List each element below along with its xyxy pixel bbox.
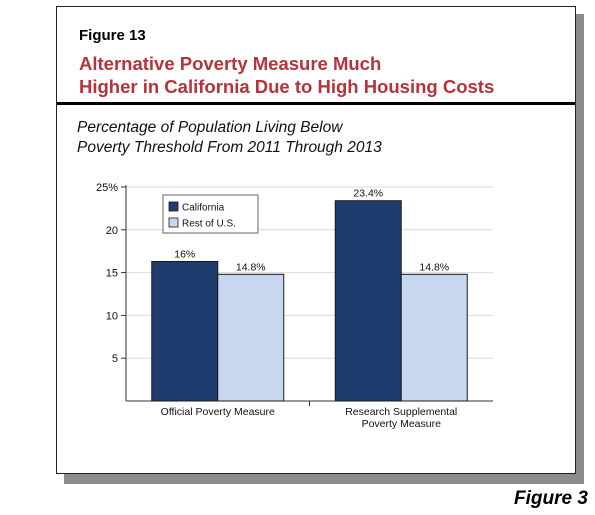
x-category-label: Poverty Measure [362, 418, 442, 430]
y-tick-label: 20 [106, 225, 118, 237]
bar-data-label: 16% [174, 248, 195, 260]
y-tick-label: 10 [106, 310, 118, 322]
chart-subtitle-line-1: Percentage of Population Living Below [77, 119, 343, 136]
y-tick-label: 5 [112, 353, 118, 365]
chart-subtitle-line-2: Poverty Threshold From 2011 Through 2013 [77, 139, 382, 156]
chart-subtitle: Percentage of Population Living Below Po… [77, 118, 382, 158]
title-divider [57, 102, 575, 105]
chart-title-line-1: Alternative Poverty Measure Much [79, 53, 382, 74]
x-category-label: Official Poverty Measure [161, 406, 275, 418]
figure-label: Figure 13 [79, 27, 146, 44]
y-tick-label: 15 [106, 268, 118, 280]
bar-rest-of-us [400, 273, 468, 402]
legend-label: California [182, 203, 225, 214]
bar-california [334, 200, 402, 402]
chart-title-line-2: Higher in California Due to High Housing… [79, 76, 495, 97]
legend-box [162, 194, 259, 234]
y-tick-label: 25% [96, 182, 118, 194]
legend-swatch [168, 217, 179, 228]
x-category-label: Research Supplemental [345, 406, 457, 418]
figure-frame [56, 6, 576, 474]
bar-rest-of-us [217, 273, 285, 402]
outside-figure-label: Figure 3 [514, 488, 588, 509]
bar-data-label: 23.4% [353, 188, 383, 200]
bar-data-label: 14.8% [236, 261, 266, 273]
legend-label: Rest of U.S. [182, 219, 236, 230]
chart-title: Alternative Poverty Measure Much Higher … [79, 52, 549, 98]
bar-data-label: 14.8% [419, 261, 449, 273]
legend-swatch [168, 201, 179, 212]
bar-california [151, 260, 219, 402]
